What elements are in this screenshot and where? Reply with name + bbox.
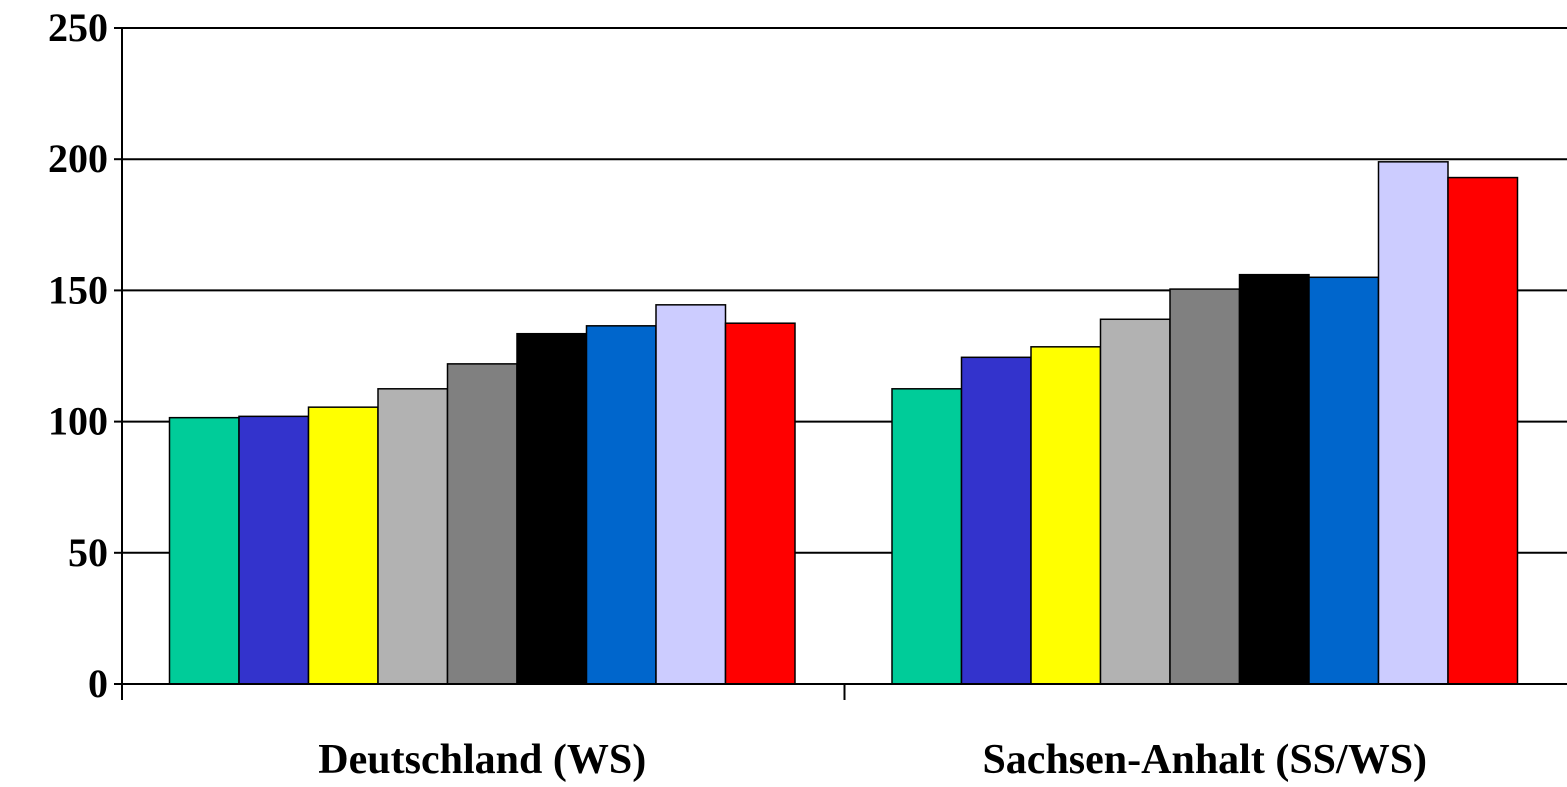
y-tick-label: 200 — [48, 136, 108, 181]
x-category-label: Deutschland (WS) — [318, 737, 646, 783]
y-tick-label: 50 — [68, 530, 108, 575]
bar — [307, 406, 379, 685]
bars — [168, 161, 1519, 685]
bar — [1099, 318, 1171, 685]
y-tick-label: 100 — [48, 399, 108, 444]
bar — [1238, 273, 1310, 685]
bar — [1169, 288, 1241, 685]
bar — [168, 416, 240, 685]
bar — [446, 363, 518, 685]
bar — [1447, 176, 1519, 685]
bar — [724, 322, 796, 685]
y-tick-label: 0 — [88, 661, 108, 706]
y-tick-label: 150 — [48, 267, 108, 312]
bar — [891, 388, 963, 685]
bar — [1308, 276, 1380, 685]
bar — [655, 304, 727, 685]
x-category-label: Sachsen-Anhalt (SS/WS) — [982, 737, 1427, 783]
bar — [1377, 161, 1449, 685]
bar — [377, 388, 449, 685]
bar — [960, 356, 1032, 685]
y-tick-label: 250 — [48, 5, 108, 50]
bar — [238, 415, 310, 685]
x-axis-categories: Deutschland (WS) Sachsen-Anhalt (SS/WS) — [121, 684, 1427, 783]
bar — [516, 332, 588, 685]
y-axis-ticks: 0 50 100 150 200 250 — [48, 5, 122, 706]
bar — [585, 325, 657, 685]
bar — [1030, 346, 1102, 685]
